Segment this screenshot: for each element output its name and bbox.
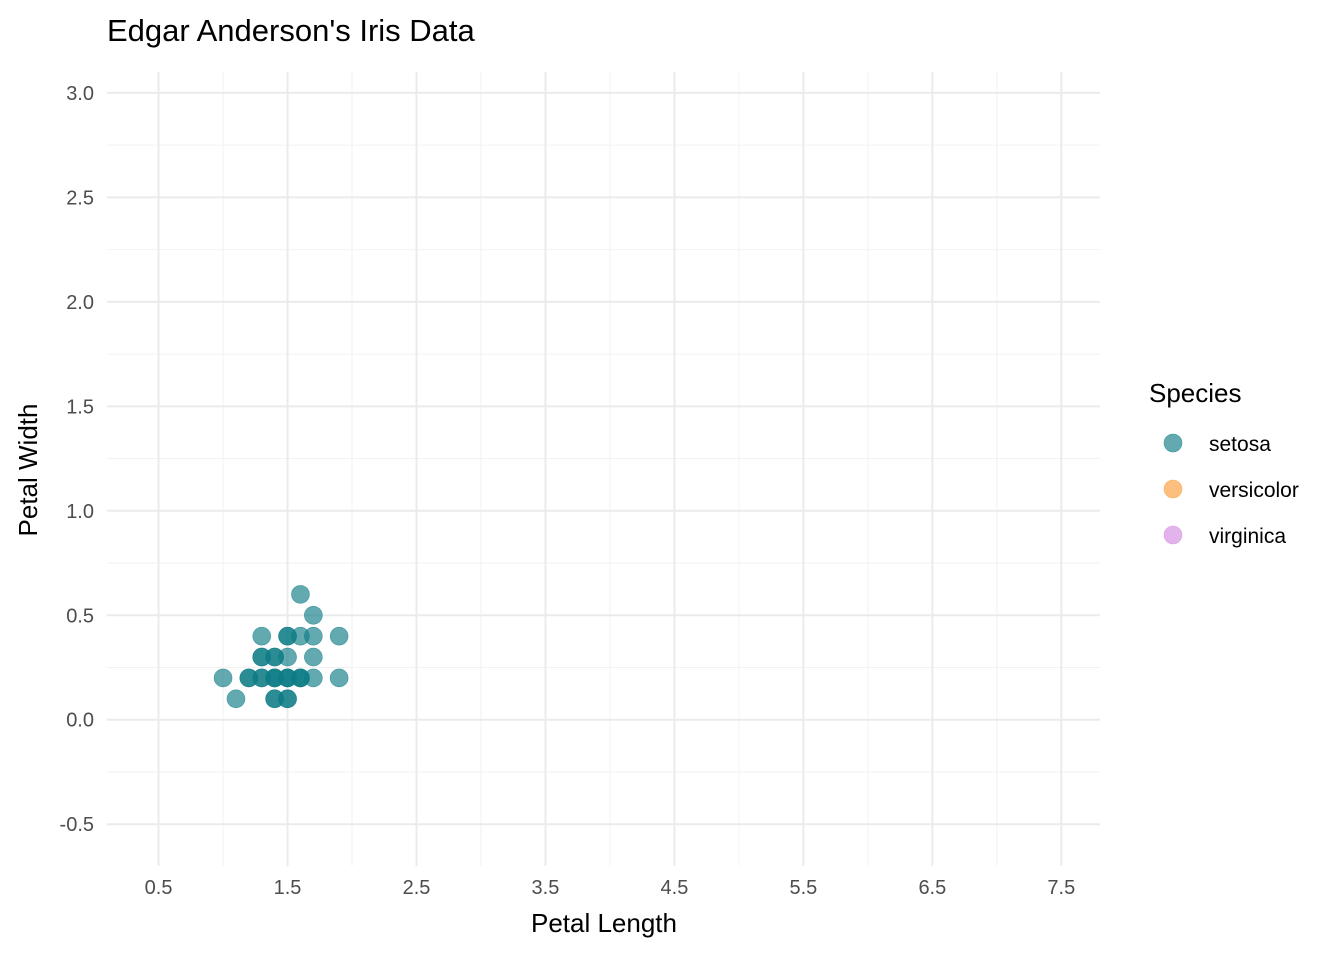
grid-lines <box>107 72 1100 866</box>
x-tick-label: 7.5 <box>1047 877 1075 899</box>
x-axis-title: Petal Length <box>531 908 677 938</box>
x-tick-label: 6.5 <box>918 877 946 899</box>
legend-title: Species <box>1149 378 1242 408</box>
legend-key-virginica <box>1163 525 1183 545</box>
y-tick-label: -0.5 <box>60 814 94 836</box>
data-point-setosa <box>291 585 310 604</box>
y-tick-label: 2.0 <box>66 292 94 314</box>
x-tick-label: 4.5 <box>661 877 689 899</box>
legend-key-setosa <box>1163 433 1183 453</box>
y-tick-label: 0.0 <box>66 710 94 732</box>
chart-title: Edgar Anderson's Iris Data <box>107 13 476 48</box>
data-point-setosa <box>213 668 233 688</box>
data-point-setosa <box>329 626 349 646</box>
y-tick-label: 1.5 <box>66 396 94 418</box>
data-point-setosa <box>304 605 323 625</box>
x-tick-label: 5.5 <box>789 877 817 899</box>
data-point-setosa <box>329 668 349 688</box>
x-axis-ticks: 0.5 1.5 2.5 3.5 4.5 5.5 6.5 7.5 <box>145 877 1076 899</box>
data-point-setosa <box>304 668 323 688</box>
data-points <box>213 585 349 709</box>
x-tick-label: 3.5 <box>532 877 560 899</box>
legend-label-versicolor: versicolor <box>1209 479 1299 502</box>
x-tick-label: 1.5 <box>274 877 302 899</box>
y-tick-label: 2.5 <box>66 187 94 209</box>
y-axis-ticks: -0.5 0.0 0.5 1.0 1.5 2.0 2.5 3.0 <box>60 83 94 836</box>
legend: Species setosa versicolor virginica <box>1149 378 1299 548</box>
legend-label-setosa: setosa <box>1209 433 1271 456</box>
data-point-setosa <box>278 647 297 667</box>
y-axis-title: Petal Width <box>13 404 43 537</box>
data-point-setosa <box>252 626 272 646</box>
y-tick-label: 0.5 <box>66 605 94 627</box>
data-point-setosa <box>226 689 246 709</box>
x-tick-label: 2.5 <box>403 877 431 899</box>
data-point-setosa <box>304 626 323 646</box>
x-tick-label: 0.5 <box>145 877 173 899</box>
legend-label-virginica: virginica <box>1209 525 1286 548</box>
data-point-setosa <box>304 647 323 667</box>
legend-key-versicolor <box>1163 479 1183 499</box>
y-tick-label: 3.0 <box>66 83 94 105</box>
y-tick-label: 1.0 <box>66 501 94 523</box>
data-point-setosa <box>278 689 297 709</box>
